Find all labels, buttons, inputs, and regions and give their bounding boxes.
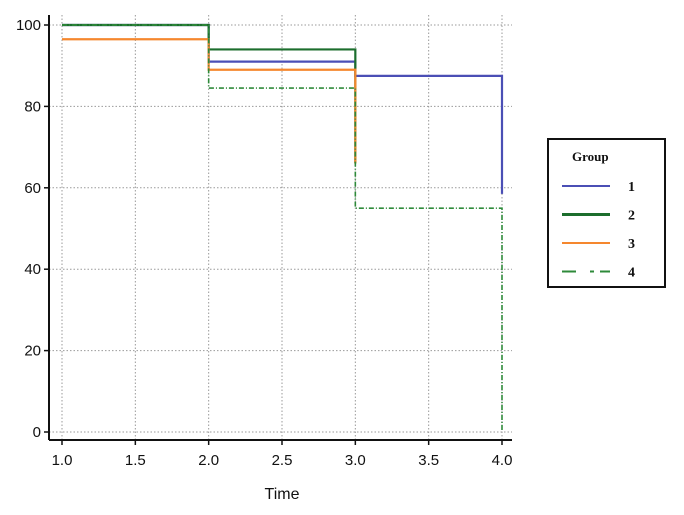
y-tick-label: 60	[24, 180, 41, 197]
y-tick-labels: 0 20 40 60 80 100	[16, 17, 49, 441]
legend-title: Group	[572, 149, 609, 164]
x-tick-label: 2.5	[272, 452, 293, 469]
grid-lines	[49, 15, 512, 440]
y-tick-label: 100	[16, 17, 41, 34]
x-tick-labels: 1.0 1.5 2.0 2.5 3.0 3.5 4.0	[52, 440, 513, 469]
y-tick-label: 20	[24, 343, 41, 360]
y-tick-label: 0	[33, 424, 41, 441]
legend-label-3: 3	[628, 237, 635, 252]
legend-label-4: 4	[628, 266, 635, 281]
x-tick-label: 1.5	[125, 452, 146, 469]
x-tick-label: 4.0	[492, 452, 513, 469]
y-tick-label: 40	[24, 261, 41, 278]
x-tick-label: 2.0	[198, 452, 219, 469]
legend-label-1: 1	[628, 180, 635, 195]
y-tick-label: 80	[24, 98, 41, 115]
series-line-4	[62, 24, 503, 432]
x-tick-label: 1.0	[52, 452, 73, 469]
legend-label-2: 2	[628, 209, 635, 224]
x-axis-title: Time	[265, 486, 300, 503]
series-lines	[62, 23, 504, 432]
legend: Group 1 2 3 4	[547, 138, 666, 288]
x-tick-label: 3.0	[345, 452, 366, 469]
x-tick-label: 3.5	[418, 452, 439, 469]
legend-items: 1 2 3 4	[562, 180, 635, 281]
axes	[48, 15, 512, 441]
